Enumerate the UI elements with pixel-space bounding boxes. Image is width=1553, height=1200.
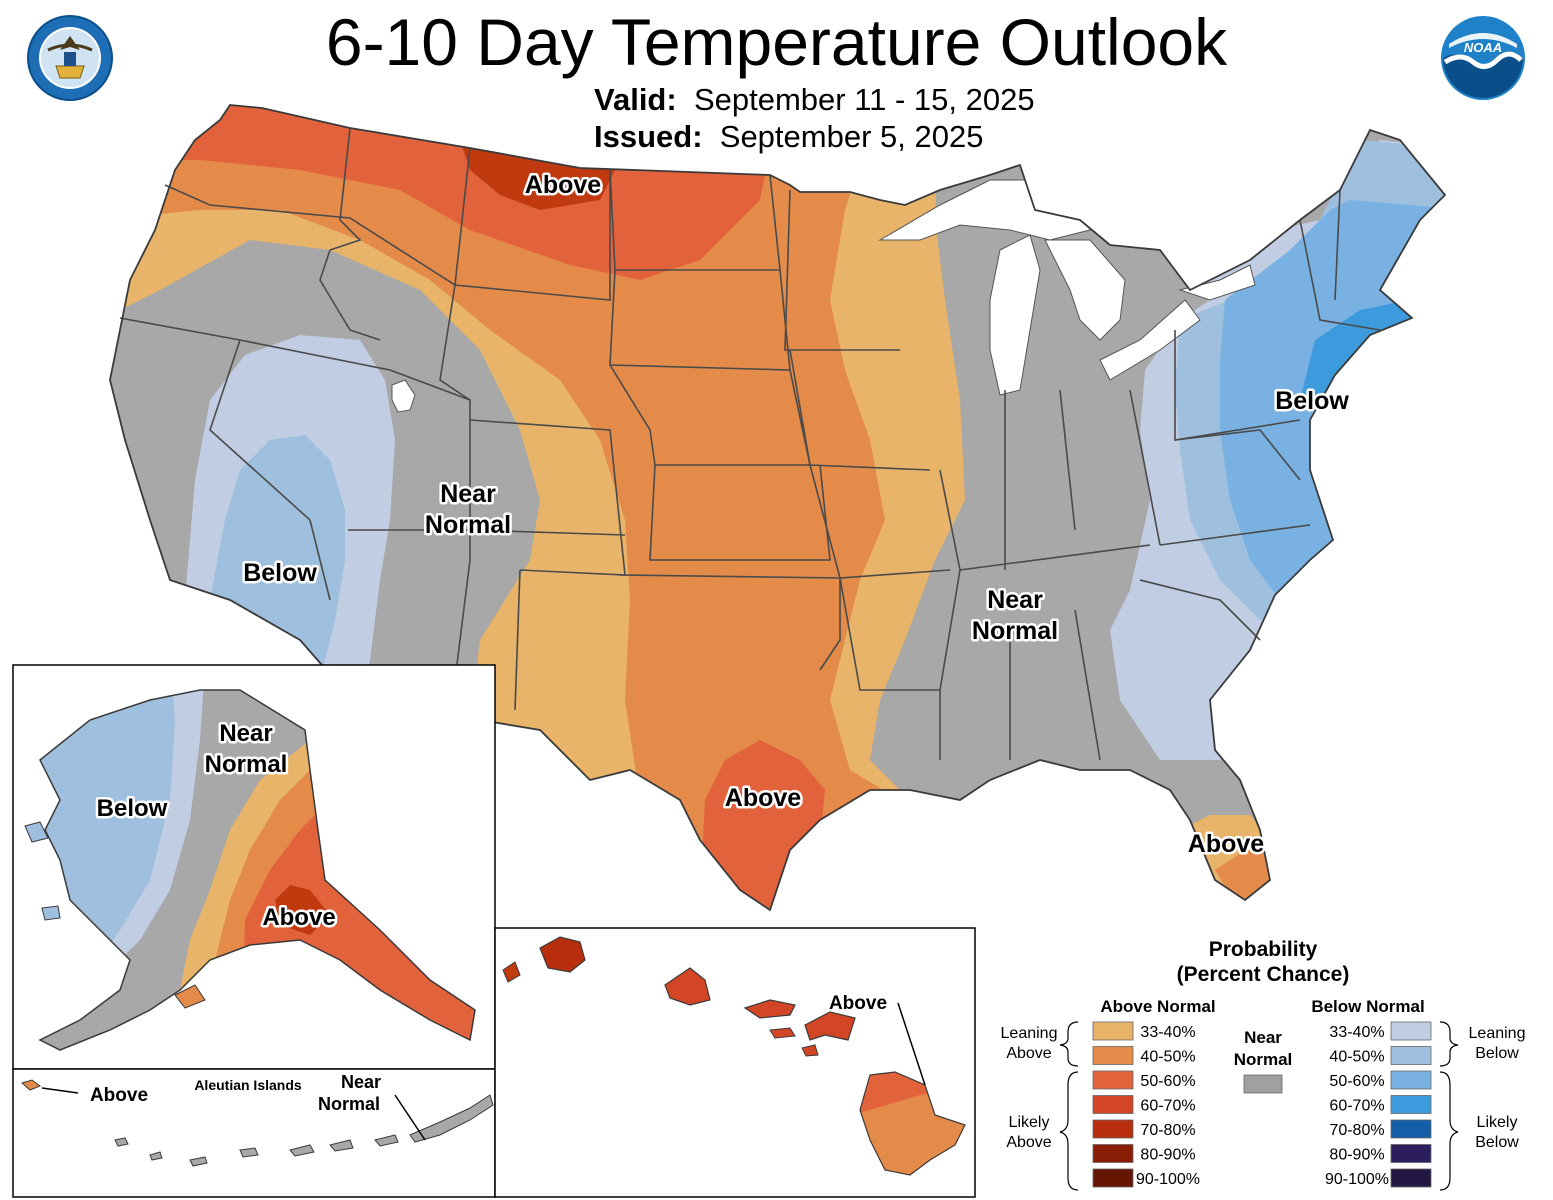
- legend-below-label-0: 33-40%: [1329, 1024, 1384, 1041]
- legend-below-label-3: 60-70%: [1329, 1098, 1384, 1115]
- legend: Probability (Percent Chance) Above Norma…: [1001, 938, 1526, 1191]
- legend-title-2: (Percent Chance): [1177, 963, 1350, 986]
- legend-above-swatch-0: [1092, 1021, 1134, 1041]
- label-near-west-2: Normal: [425, 511, 511, 539]
- legend-below-swatch-3: [1390, 1095, 1432, 1114]
- legend-leaning-below-1: Leaning: [1469, 1025, 1526, 1042]
- legend-above-label-0: 33-40%: [1140, 1024, 1195, 1041]
- label-ak-near-2: Normal: [205, 751, 288, 778]
- legend-above-swatch-2: [1092, 1070, 1134, 1090]
- legend-above-label-2: 50-60%: [1140, 1073, 1195, 1090]
- label-below-east: Below: [1275, 387, 1349, 415]
- legend-braces: [1059, 1021, 1459, 1191]
- legend-above-swatch-5: [1092, 1144, 1134, 1163]
- label-aleutian-near-1: Near: [341, 1072, 381, 1092]
- label-above-florida: Above: [1188, 830, 1265, 858]
- legend-below-label-2: 50-60%: [1329, 1073, 1384, 1090]
- label-aleutian-near-2: Normal: [318, 1094, 380, 1114]
- label-ak-below: Below: [97, 795, 168, 822]
- svg-text:NOAA: NOAA: [1464, 40, 1502, 55]
- legend-below-swatch-1: [1390, 1046, 1432, 1065]
- legend-above-label-4: 70-80%: [1140, 1122, 1195, 1139]
- label-above-texas: Above: [725, 784, 802, 812]
- issued-label: Issued:: [594, 119, 703, 154]
- legend-leaning-below-2: Below: [1475, 1045, 1519, 1062]
- legend-likely-above-2: Above: [1006, 1134, 1051, 1151]
- legend-likely-below-2: Below: [1475, 1134, 1519, 1151]
- aleutian-inset: Above Aleutian Islands Near Normal: [12, 1068, 496, 1198]
- legend-above-swatch-6: [1092, 1168, 1134, 1188]
- label-aleutian-above: Above: [90, 1085, 148, 1106]
- legend-above-header: Above Normal: [1100, 997, 1215, 1016]
- legend-title-1: Probability: [1209, 938, 1318, 961]
- legend-below-label-4: 70-80%: [1329, 1122, 1384, 1139]
- label-aleutian-title: Aleutian Islands: [194, 1077, 302, 1093]
- label-ak-near-1: Near: [219, 720, 272, 747]
- department-of-commerce-seal-icon: [27, 15, 113, 101]
- legend-below-swatch-2: [1390, 1070, 1432, 1090]
- label-hawaii-above: Above: [829, 993, 887, 1014]
- issued-line: Issued: September 5, 2025: [594, 119, 983, 155]
- hawaii-inset: Above: [494, 927, 976, 1198]
- legend-likely-above-1: Likely: [1009, 1114, 1050, 1131]
- legend-below-swatch-5: [1390, 1144, 1432, 1163]
- legend-leaning-above-2: Above: [1006, 1045, 1051, 1062]
- noaa-logo-icon: NOAA: [1441, 16, 1525, 100]
- legend-below-label-1: 40-50%: [1329, 1049, 1384, 1066]
- legend-above-swatch-4: [1092, 1119, 1134, 1139]
- legend-below-rows: 33-40% 40-50% 50-60% 60-70% 70-80% 80-90% 90-1…: [1325, 1021, 1432, 1188]
- valid-line: Valid: September 11 - 15, 2025: [594, 82, 1035, 118]
- legend-below-swatch-6: [1390, 1168, 1432, 1188]
- legend-near-1: Near: [1244, 1028, 1282, 1047]
- state-boundaries: [119, 127, 1381, 761]
- legend-near-swatch: [1243, 1074, 1283, 1094]
- legend-below-swatch-0: [1390, 1021, 1432, 1041]
- valid-label: Valid:: [594, 82, 677, 117]
- alaska-inset: Near Normal Below Above: [12, 664, 496, 1070]
- label-ak-above: Above: [262, 904, 335, 931]
- label-near-west-1: Near: [440, 480, 496, 508]
- legend-leaning-above-1: Leaning: [1001, 1025, 1058, 1042]
- legend-above-label-3: 60-70%: [1140, 1098, 1195, 1115]
- legend-below-label-5: 80-90%: [1329, 1147, 1384, 1164]
- valid-dates: September 11 - 15, 2025: [693, 82, 1035, 117]
- legend-above-rows: 33-40% 40-50% 50-60% 60-70% 70-80% 80-90% 90-1…: [1092, 1021, 1200, 1188]
- page-title: 6-10 Day Temperature Outlook: [325, 5, 1228, 79]
- legend-above-swatch-3: [1092, 1095, 1134, 1114]
- legend-near-2: Normal: [1234, 1050, 1293, 1069]
- label-above-north: Above: [525, 171, 602, 199]
- issued-date: September 5, 2025: [719, 119, 984, 154]
- label-below-west: Below: [243, 559, 317, 587]
- label-near-east-2: Normal: [972, 617, 1058, 645]
- legend-below-swatch-4: [1390, 1119, 1432, 1139]
- legend-above-label-1: 40-50%: [1140, 1049, 1195, 1066]
- label-near-east-1: Near: [987, 586, 1043, 614]
- legend-below-header: Below Normal: [1311, 997, 1424, 1016]
- legend-above-swatch-1: [1092, 1046, 1134, 1065]
- legend-likely-below-1: Likely: [1477, 1114, 1518, 1131]
- legend-below-label-6: 90-100%: [1325, 1171, 1389, 1188]
- legend-above-label-6: 90-100%: [1136, 1171, 1200, 1188]
- legend-above-label-5: 80-90%: [1140, 1147, 1195, 1164]
